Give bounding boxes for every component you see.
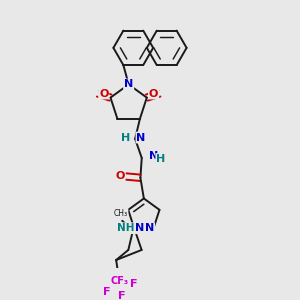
Text: O: O bbox=[149, 88, 158, 98]
Text: CH₃: CH₃ bbox=[114, 208, 128, 217]
Text: N: N bbox=[124, 80, 133, 89]
Text: N: N bbox=[135, 223, 144, 233]
Text: F: F bbox=[118, 291, 125, 300]
Text: F: F bbox=[130, 279, 137, 289]
Text: CF₃: CF₃ bbox=[110, 276, 128, 286]
Text: N: N bbox=[145, 223, 154, 233]
Text: F: F bbox=[103, 287, 110, 297]
Text: NH: NH bbox=[117, 223, 134, 233]
Text: O: O bbox=[99, 88, 108, 98]
Text: H: H bbox=[156, 154, 166, 164]
Text: N: N bbox=[149, 151, 158, 161]
Text: O: O bbox=[115, 172, 125, 182]
Text: H: H bbox=[121, 133, 130, 142]
Text: N: N bbox=[136, 133, 146, 142]
